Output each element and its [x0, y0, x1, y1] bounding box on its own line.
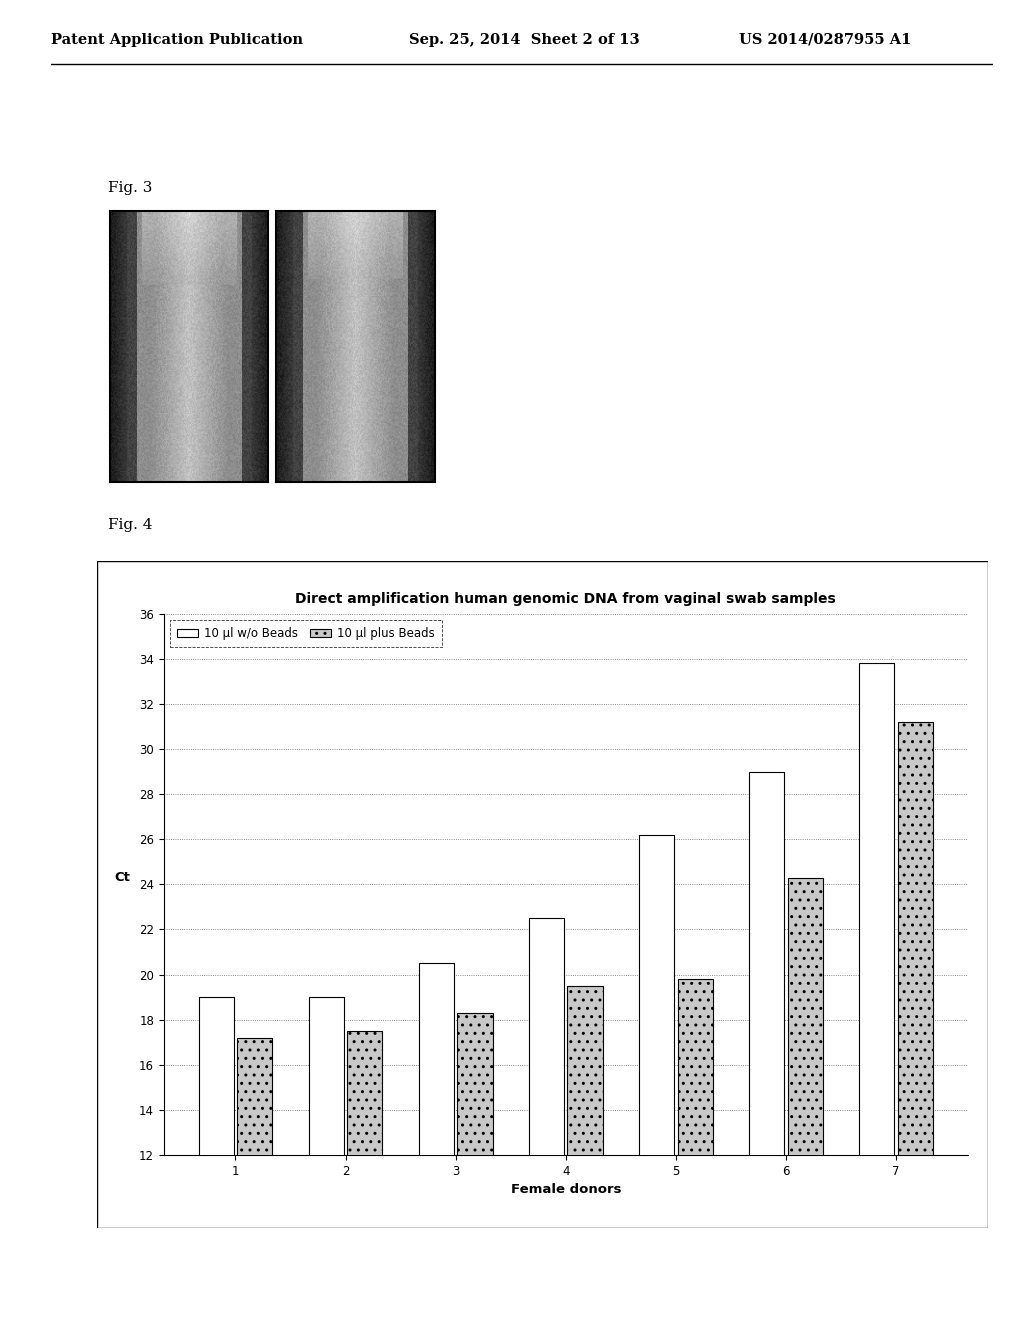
Bar: [238, 1038, 272, 1320]
Y-axis label: Ct: Ct: [115, 871, 130, 884]
Bar: [458, 1012, 493, 1320]
Bar: [419, 964, 454, 1320]
Bar: [308, 997, 344, 1320]
Bar: [199, 997, 233, 1320]
Bar: [859, 664, 894, 1320]
Text: Fig. 4: Fig. 4: [108, 517, 152, 532]
Bar: [787, 878, 823, 1320]
X-axis label: Female donors: Female donors: [511, 1183, 621, 1196]
Title: Direct amplification human genomic DNA from vaginal swab samples: Direct amplification human genomic DNA f…: [295, 591, 837, 606]
Text: US 2014/0287955 A1: US 2014/0287955 A1: [739, 33, 911, 46]
Text: Patent Application Publication: Patent Application Publication: [51, 33, 303, 46]
Bar: [750, 772, 784, 1320]
Bar: [347, 1031, 382, 1320]
Bar: [528, 919, 564, 1320]
Bar: [898, 722, 933, 1320]
Bar: [678, 979, 713, 1320]
Bar: [567, 986, 603, 1320]
Text: Fig. 3: Fig. 3: [108, 181, 152, 195]
Bar: [639, 834, 674, 1320]
Text: Sep. 25, 2014  Sheet 2 of 13: Sep. 25, 2014 Sheet 2 of 13: [410, 33, 640, 46]
Legend: 10 μl w/o Beads, 10 μl plus Beads: 10 μl w/o Beads, 10 μl plus Beads: [170, 619, 441, 647]
